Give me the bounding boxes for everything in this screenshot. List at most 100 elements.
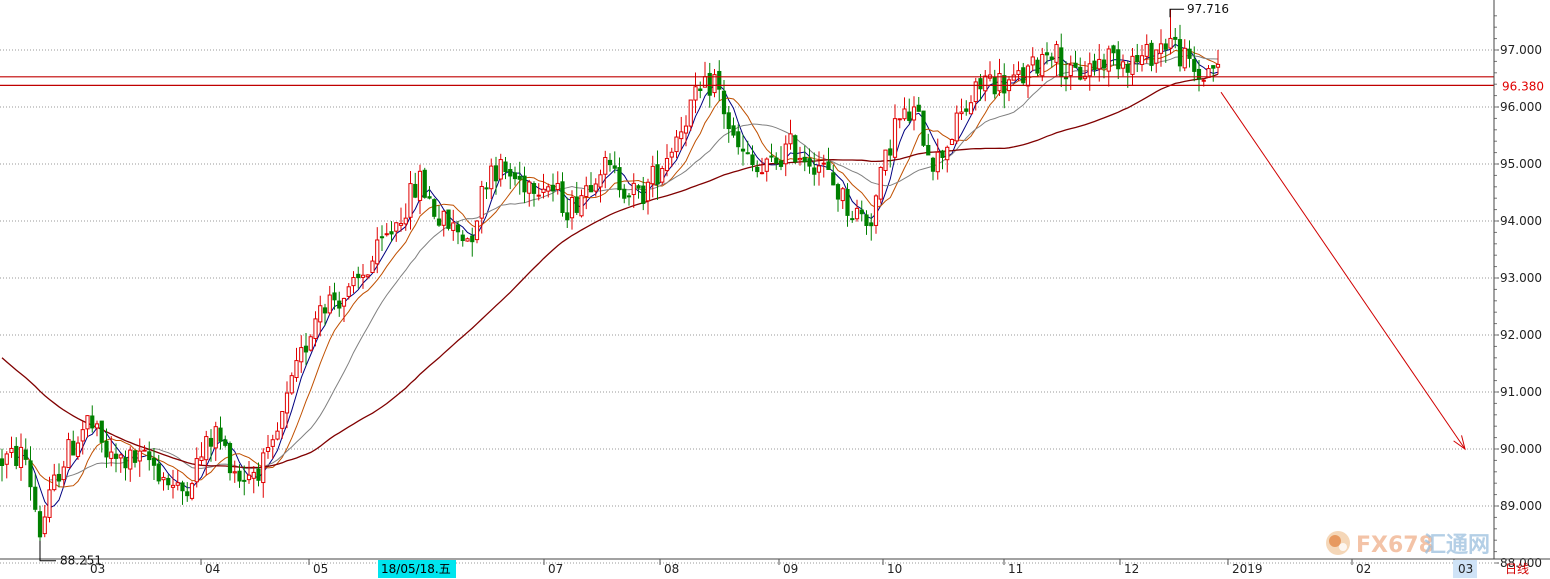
candle-212 (1006, 76, 1012, 102)
candle-43 (204, 430, 209, 476)
candle-body (964, 108, 969, 112)
candle-26 (123, 450, 128, 481)
candle-74 (351, 271, 356, 294)
candle-body (1125, 63, 1130, 73)
candle-body (783, 143, 788, 165)
candle-85 (403, 203, 408, 231)
candle-162 (769, 143, 774, 163)
candle-body (660, 168, 665, 183)
candle-217 (1030, 47, 1035, 72)
candle-245 (1163, 38, 1168, 63)
candle-120 (569, 190, 575, 230)
candle-79 (375, 227, 380, 274)
candle-body (137, 450, 142, 462)
candle-94 (446, 209, 451, 231)
candle-body (831, 172, 836, 186)
candle-198 (940, 149, 945, 170)
candle-body (80, 429, 85, 442)
candle-144 (683, 115, 689, 147)
candle-64 (303, 332, 309, 366)
candle-body (23, 449, 28, 460)
candle-body (18, 446, 24, 468)
candle-body (0, 458, 5, 467)
candle-31 (147, 441, 152, 471)
candle-body (926, 144, 931, 156)
candle-53 (251, 466, 256, 494)
candle-11 (52, 463, 57, 492)
candle-body (189, 483, 195, 499)
candle-body (1120, 61, 1126, 69)
candle-body (565, 212, 570, 221)
candle-161 (764, 157, 769, 182)
candle-240 (1139, 44, 1145, 72)
candle-24 (113, 443, 119, 473)
candle-body (132, 450, 138, 463)
candle-156 (740, 134, 746, 166)
candle-body (707, 72, 712, 96)
candle-59 (280, 411, 285, 439)
candle-129 (612, 151, 617, 174)
candle-body (346, 286, 351, 297)
candle-body (85, 415, 90, 430)
candle-body (522, 175, 527, 193)
candle-132 (626, 192, 632, 206)
candle-63 (299, 335, 304, 373)
candle-177 (840, 186, 845, 209)
candle-body (1139, 55, 1145, 65)
candle-166 (788, 119, 793, 150)
candle-body (527, 181, 532, 194)
candle-body (845, 188, 850, 216)
candle-body (470, 235, 475, 243)
candle-122 (579, 189, 584, 218)
candle-145 (688, 99, 693, 132)
candle-body (422, 169, 427, 198)
candle-168 (797, 146, 803, 166)
candle-146 (693, 72, 698, 114)
candle-195 (926, 133, 931, 156)
candle-185 (878, 166, 883, 204)
candle-body (726, 112, 731, 130)
candle-210 (997, 58, 1002, 96)
candle-body (365, 274, 370, 278)
candle-body (759, 172, 765, 175)
candle-body (322, 307, 328, 314)
moving-average-lines (1, 43, 1219, 509)
arrow-shaft (1220, 91, 1466, 450)
candle-body (474, 220, 480, 241)
candle-255 (1211, 65, 1216, 82)
candle-body (807, 158, 812, 167)
candle-165 (783, 135, 788, 177)
candle-14 (66, 432, 71, 469)
candle-body (408, 183, 413, 218)
candle-body (9, 447, 14, 454)
candle-56 (265, 435, 271, 459)
candle-95 (451, 209, 456, 241)
candle-body (256, 468, 261, 481)
candle-194 (921, 110, 926, 147)
candle-body (607, 159, 613, 166)
low-label: 88.251 (60, 554, 102, 568)
candle-124 (588, 172, 594, 193)
logo-circle-dot (1339, 543, 1347, 551)
candle-193 (916, 96, 921, 112)
candle-body (826, 161, 831, 170)
candle-body (588, 185, 594, 193)
candle-body (1035, 59, 1040, 74)
candle-body (246, 474, 252, 481)
ma-line-2 (25, 49, 1219, 488)
candle-body (679, 131, 684, 140)
candle-222 (1054, 40, 1059, 76)
candle-body (793, 135, 798, 163)
candle-body (778, 160, 784, 167)
candle-body (351, 277, 356, 287)
candle-body (892, 118, 898, 158)
candle-202 (959, 98, 964, 121)
candle-body (650, 165, 655, 185)
candle-223 (1059, 33, 1064, 87)
candle-196 (930, 156, 936, 181)
candle-27 (128, 446, 133, 482)
candle-10 (47, 476, 52, 523)
y-tick-label-1: 96.000 (1500, 100, 1542, 114)
candle-body (1158, 43, 1164, 54)
candle-131 (622, 184, 627, 204)
